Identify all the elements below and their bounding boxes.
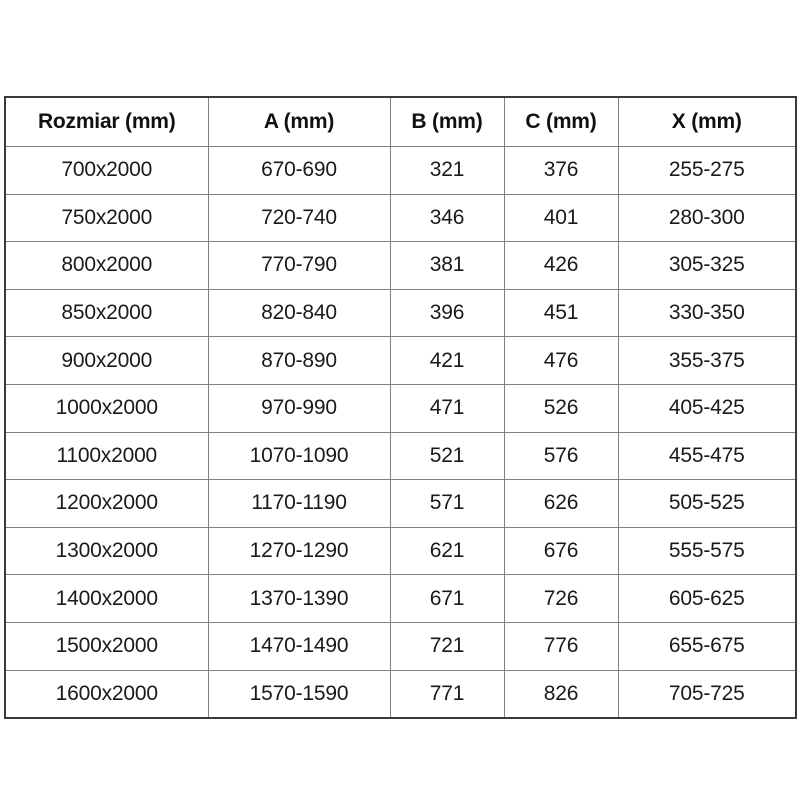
cell-a: 820-840 xyxy=(207,288,391,338)
cell-x: 255-275 xyxy=(617,146,797,195)
cell-c: 401 xyxy=(503,193,619,243)
column-header-a: A (mm) xyxy=(207,96,391,147)
cell-b: 621 xyxy=(389,526,505,576)
cell-b: 771 xyxy=(389,669,505,720)
cell-size: 1200x2000 xyxy=(4,479,209,528)
column-header-b: B (mm) xyxy=(389,96,505,147)
table-row: 1200x2000 1170-1190 571 626 505-525 xyxy=(4,479,797,528)
cell-x: 355-375 xyxy=(617,336,797,385)
table-row: 800x2000 770-790 381 426 305-325 xyxy=(4,241,797,290)
cell-b: 421 xyxy=(389,336,505,385)
table-row: 850x2000 820-840 396 451 330-350 xyxy=(4,288,797,338)
table-header-row: Rozmiar (mm) A (mm) B (mm) C (mm) X (mm) xyxy=(4,96,797,147)
table-row: 1500x2000 1470-1490 721 776 655-675 xyxy=(4,621,797,671)
cell-x: 555-575 xyxy=(617,526,797,576)
cell-size: 1000x2000 xyxy=(4,383,209,433)
cell-b: 381 xyxy=(389,241,505,290)
cell-a: 1370-1390 xyxy=(207,574,391,623)
cell-size: 900x2000 xyxy=(4,336,209,385)
cell-a: 1470-1490 xyxy=(207,621,391,671)
cell-x: 455-475 xyxy=(617,431,797,481)
table-body: 700x2000 670-690 321 376 255-275 750x200… xyxy=(4,146,797,720)
cell-a: 770-790 xyxy=(207,241,391,290)
cell-b: 671 xyxy=(389,574,505,623)
cell-b: 346 xyxy=(389,193,505,243)
cell-a: 670-690 xyxy=(207,146,391,195)
cell-a: 1070-1090 xyxy=(207,431,391,481)
cell-x: 305-325 xyxy=(617,241,797,290)
cell-x: 605-625 xyxy=(617,574,797,623)
cell-a: 1170-1190 xyxy=(207,479,391,528)
cell-x: 280-300 xyxy=(617,193,797,243)
specification-table: Rozmiar (mm) A (mm) B (mm) C (mm) X (mm)… xyxy=(4,96,797,720)
table-row: 1300x2000 1270-1290 621 676 555-575 xyxy=(4,526,797,576)
cell-c: 626 xyxy=(503,479,619,528)
cell-c: 376 xyxy=(503,146,619,195)
cell-size: 850x2000 xyxy=(4,288,209,338)
column-header-c: C (mm) xyxy=(503,96,619,147)
cell-size: 700x2000 xyxy=(4,146,209,195)
cell-b: 471 xyxy=(389,383,505,433)
table-row: 700x2000 670-690 321 376 255-275 xyxy=(4,146,797,195)
table-row: 1400x2000 1370-1390 671 726 605-625 xyxy=(4,574,797,623)
cell-x: 505-525 xyxy=(617,479,797,528)
cell-c: 776 xyxy=(503,621,619,671)
cell-size: 1300x2000 xyxy=(4,526,209,576)
cell-size: 800x2000 xyxy=(4,241,209,290)
cell-size: 1600x2000 xyxy=(4,669,209,720)
cell-size: 1400x2000 xyxy=(4,574,209,623)
cell-x: 655-675 xyxy=(617,621,797,671)
table-row: 1000x2000 970-990 471 526 405-425 xyxy=(4,383,797,433)
cell-a: 1270-1290 xyxy=(207,526,391,576)
cell-x: 705-725 xyxy=(617,669,797,720)
cell-a: 720-740 xyxy=(207,193,391,243)
cell-x: 330-350 xyxy=(617,288,797,338)
cell-c: 826 xyxy=(503,669,619,720)
cell-c: 726 xyxy=(503,574,619,623)
cell-c: 451 xyxy=(503,288,619,338)
table-row: 900x2000 870-890 421 476 355-375 xyxy=(4,336,797,385)
column-header-size: Rozmiar (mm) xyxy=(4,96,209,147)
cell-b: 721 xyxy=(389,621,505,671)
cell-c: 476 xyxy=(503,336,619,385)
cell-a: 970-990 xyxy=(207,383,391,433)
cell-size: 1500x2000 xyxy=(4,621,209,671)
cell-c: 526 xyxy=(503,383,619,433)
specification-table-container: Rozmiar (mm) A (mm) B (mm) C (mm) X (mm)… xyxy=(4,96,797,720)
cell-b: 396 xyxy=(389,288,505,338)
cell-x: 405-425 xyxy=(617,383,797,433)
cell-b: 571 xyxy=(389,479,505,528)
cell-a: 870-890 xyxy=(207,336,391,385)
cell-c: 676 xyxy=(503,526,619,576)
table-row: 1100x2000 1070-1090 521 576 455-475 xyxy=(4,431,797,481)
cell-size: 750x2000 xyxy=(4,193,209,243)
cell-size: 1100x2000 xyxy=(4,431,209,481)
table-header: Rozmiar (mm) A (mm) B (mm) C (mm) X (mm) xyxy=(4,96,797,147)
table-row: 750x2000 720-740 346 401 280-300 xyxy=(4,193,797,243)
table-row: 1600x2000 1570-1590 771 826 705-725 xyxy=(4,669,797,720)
cell-b: 521 xyxy=(389,431,505,481)
cell-c: 576 xyxy=(503,431,619,481)
cell-c: 426 xyxy=(503,241,619,290)
cell-b: 321 xyxy=(389,146,505,195)
cell-a: 1570-1590 xyxy=(207,669,391,720)
column-header-x: X (mm) xyxy=(617,96,797,147)
